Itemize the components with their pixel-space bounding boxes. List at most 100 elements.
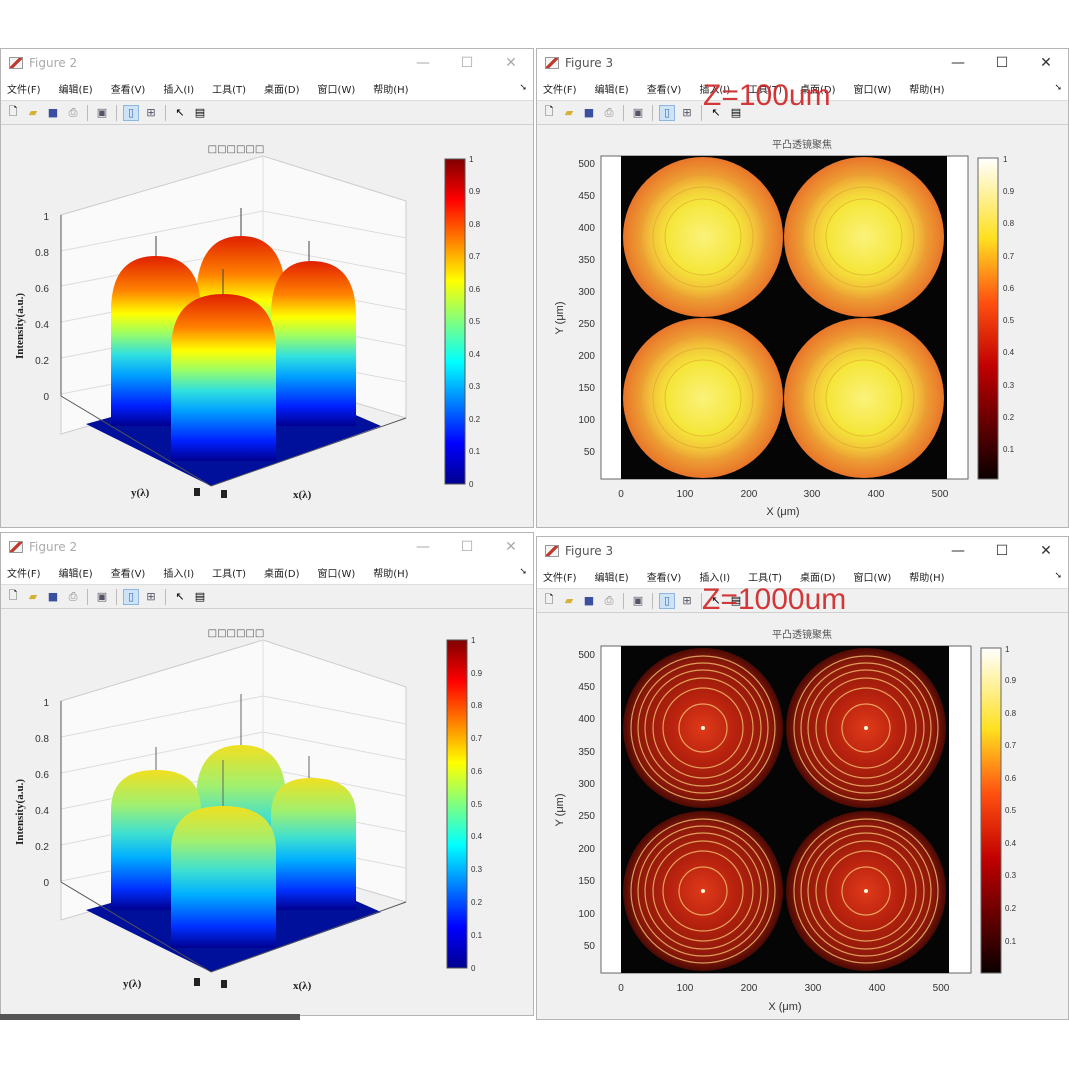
close-button[interactable]: ✕ [1040,543,1052,559]
open-folder-icon[interactable]: ▰ [564,106,574,119]
menu-edit[interactable]: 编辑(E) [594,573,629,584]
surface-plot[interactable]: □□□□□□ 0 0.2 0.4 0.6 [1,610,533,1016]
new-file-icon[interactable]: 🗋 [8,589,18,602]
maximize-button[interactable]: ☐ [460,539,474,555]
menu-desktop[interactable]: 桌面(D) [264,85,300,96]
link-plot-icon[interactable]: ▣ [96,590,108,603]
print-icon[interactable]: ⎙ [604,105,614,119]
plot-browser-icon[interactable]: ▤ [730,594,742,607]
pointer-icon[interactable]: ↖ [711,594,721,607]
menu-file[interactable]: 文件(F) [543,573,577,584]
figure3-bottom-window[interactable]: Figure 3 — ☐ ✕ 文件(F) 编辑(E) 查看(V) 插入(I) 工… [536,536,1069,1020]
menu-file[interactable]: 文件(F) [7,85,41,96]
new-file-icon[interactable]: 🗋 [8,105,18,118]
property-editor-icon[interactable]: ⊞ [146,590,156,603]
property-editor-icon[interactable]: ⊞ [682,594,692,607]
save-icon[interactable]: ■ [47,106,59,119]
dock-figure-icon[interactable]: ▯ [659,104,675,121]
title-bar[interactable]: Figure 3 — ☐ ✕ [537,537,1068,565]
dock-arrow-icon[interactable]: ➘ [519,567,527,577]
menu-help[interactable]: 帮助(H) [373,85,409,96]
print-icon[interactable]: ⎙ [68,105,78,119]
figure2-top-window[interactable]: Figure 2 — ☐ ✕ 文件(F) 编辑(E) 查看(V) 插入(I) 工… [0,48,534,528]
open-folder-icon[interactable]: ▰ [28,590,38,603]
pointer-icon[interactable]: ↖ [175,106,185,119]
menu-view[interactable]: 查看(V) [646,85,682,96]
menu-desktop[interactable]: 桌面(D) [800,85,836,96]
menu-insert[interactable]: 插入(I) [699,573,731,584]
menu-desktop[interactable]: 桌面(D) [264,569,300,580]
menu-insert[interactable]: 插入(I) [163,85,195,96]
property-editor-icon[interactable]: ⊞ [146,106,156,119]
plot-browser-icon[interactable]: ▤ [194,590,206,603]
heatmap-plot[interactable]: 平凸透镜聚焦 50 100 [537,126,1068,528]
save-icon[interactable]: ■ [583,106,595,119]
link-plot-icon[interactable]: ▣ [96,106,108,119]
menu-tools[interactable]: 工具(T) [748,85,783,96]
dock-figure-icon[interactable]: ▯ [659,592,675,609]
menu-tools[interactable]: 工具(T) [212,85,247,96]
link-plot-icon[interactable]: ▣ [632,106,644,119]
minimize-button[interactable]: — [951,543,965,559]
title-bar[interactable]: Figure 2 — ☐ ✕ [1,533,533,561]
menu-desktop[interactable]: 桌面(D) [800,573,836,584]
minimize-button[interactable]: — [951,55,965,71]
colorbar[interactable] [446,639,468,969]
close-button[interactable]: ✕ [505,539,517,555]
menu-tools[interactable]: 工具(T) [212,569,247,580]
colorbar[interactable] [980,647,1002,974]
heatmap-plot[interactable]: 平凸透镜聚焦 [537,614,1068,1020]
menu-window[interactable]: 窗口(W) [853,573,892,584]
menu-view[interactable]: 查看(V) [110,85,146,96]
close-button[interactable]: ✕ [505,55,517,71]
title-bar[interactable]: Figure 2 — ☐ ✕ [1,49,533,77]
maximize-button[interactable]: ☐ [995,55,1009,71]
menu-view[interactable]: 查看(V) [646,573,682,584]
print-icon[interactable]: ⎙ [68,589,78,603]
open-folder-icon[interactable]: ▰ [564,594,574,607]
save-icon[interactable]: ■ [583,594,595,607]
minimize-button[interactable]: — [416,55,430,71]
dock-arrow-icon[interactable]: ➘ [1054,83,1062,93]
menu-window[interactable]: 窗口(W) [317,569,356,580]
property-editor-icon[interactable]: ⊞ [682,106,692,119]
plot-browser-icon[interactable]: ▤ [194,106,206,119]
dock-figure-icon[interactable]: ▯ [123,588,139,605]
menu-tools[interactable]: 工具(T) [748,573,783,584]
link-plot-icon[interactable]: ▣ [632,594,644,607]
menu-edit[interactable]: 编辑(E) [58,85,93,96]
open-folder-icon[interactable]: ▰ [28,106,38,119]
print-icon[interactable]: ⎙ [604,593,614,607]
title-bar[interactable]: Figure 3 — ☐ ✕ [537,49,1068,77]
menu-insert[interactable]: 插入(I) [163,569,195,580]
menu-help[interactable]: 帮助(H) [373,569,409,580]
menu-insert[interactable]: 插入(I) [699,85,731,96]
pointer-icon[interactable]: ↖ [711,106,721,119]
menu-help[interactable]: 帮助(H) [909,573,945,584]
menu-window[interactable]: 窗口(W) [317,85,356,96]
maximize-button[interactable]: ☐ [995,543,1009,559]
dock-figure-icon[interactable]: ▯ [123,104,139,121]
figure3-top-window[interactable]: Figure 3 — ☐ ✕ 文件(F) 编辑(E) 查看(V) 插入(I) 工… [536,48,1069,528]
dock-arrow-icon[interactable]: ➘ [1054,571,1062,581]
close-button[interactable]: ✕ [1040,55,1052,71]
plot-browser-icon[interactable]: ▤ [730,106,742,119]
minimize-button[interactable]: — [416,539,430,555]
menu-file[interactable]: 文件(F) [543,85,577,96]
new-file-icon[interactable]: 🗋 [544,105,554,118]
save-icon[interactable]: ■ [47,590,59,603]
colorbar[interactable] [977,157,999,480]
maximize-button[interactable]: ☐ [460,55,474,71]
pointer-icon[interactable]: ↖ [175,590,185,603]
menu-window[interactable]: 窗口(W) [853,85,892,96]
menu-file[interactable]: 文件(F) [7,569,41,580]
colorbar[interactable] [444,158,466,485]
surface-plot[interactable]: □□□□□□ 0 0.2 [1,126,533,528]
new-file-icon[interactable]: 🗋 [544,593,554,606]
menu-help[interactable]: 帮助(H) [909,85,945,96]
menu-edit[interactable]: 编辑(E) [594,85,629,96]
menu-view[interactable]: 查看(V) [110,569,146,580]
dock-arrow-icon[interactable]: ➘ [519,83,527,93]
figure2-bottom-window[interactable]: Figure 2 — ☐ ✕ 文件(F) 编辑(E) 查看(V) 插入(I) 工… [0,532,534,1016]
menu-edit[interactable]: 编辑(E) [58,569,93,580]
